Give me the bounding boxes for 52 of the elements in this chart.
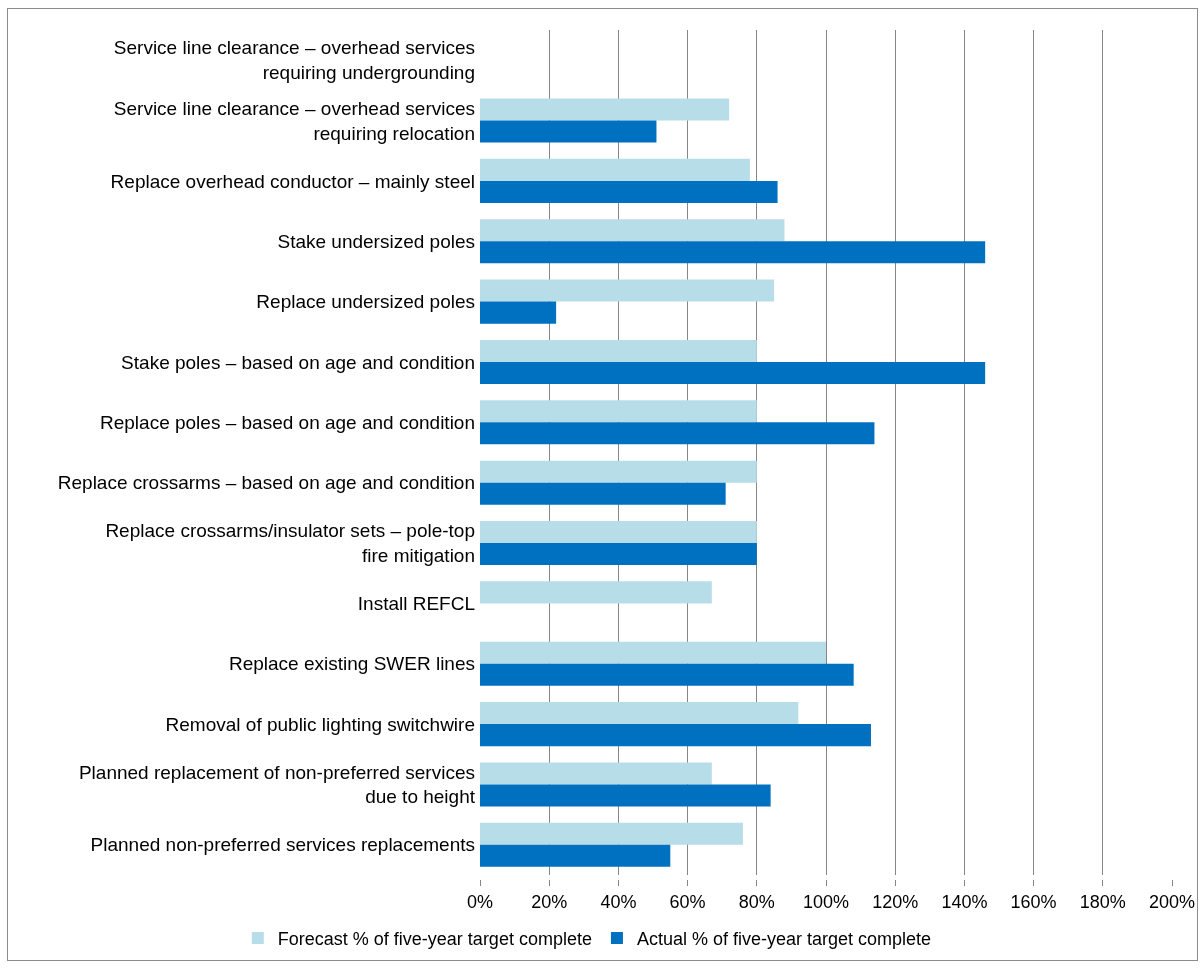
- y-tick-label: Stake poles – based on age and condition: [121, 351, 475, 373]
- y-tick-label: Service line clearance – overhead services requiring relocation: [113, 97, 475, 144]
- legend-label: Actual % of five-year target complete: [636, 929, 932, 950]
- x-tick-label: 100%: [802, 891, 850, 912]
- bar: [480, 120, 657, 143]
- bar: [480, 581, 712, 604]
- x-tick-label: 200%: [1148, 891, 1196, 912]
- bar: [480, 301, 557, 324]
- bar: [480, 702, 799, 725]
- x-tick-label: 180%: [1079, 891, 1126, 912]
- y-tick-label: Replace overhead conductor – mainly steel: [110, 170, 475, 192]
- bar: [480, 361, 986, 384]
- y-tick-label: Stake undersized poles: [277, 230, 475, 252]
- x-tick-label: 40%: [600, 891, 637, 912]
- y-tick-label: Replace poles – based on age and condition: [99, 411, 475, 433]
- y-tick-label: Planned replacement of non-preferred services due to height: [78, 761, 476, 808]
- bar: [480, 219, 785, 242]
- bar: [480, 482, 726, 505]
- x-tick-label: 140%: [941, 891, 988, 912]
- x-tick-label: 60%: [669, 891, 706, 912]
- y-tick-label: Planned non-preferred services replacements: [90, 834, 475, 856]
- x-tick-label: 80%: [738, 891, 775, 912]
- bar: [480, 784, 771, 807]
- y-tick-label: Install REFCL: [357, 593, 475, 615]
- y-tick-label: Removal of public lighting switchwire: [165, 713, 475, 735]
- y-tick-label: Service line clearance – overhead services requiring undergrounding: [113, 37, 475, 84]
- bar: [480, 543, 757, 566]
- bar: [480, 641, 826, 664]
- x-tick-label: 20%: [531, 891, 568, 912]
- bar: [480, 822, 743, 845]
- x-tick-label: 120%: [872, 891, 919, 912]
- y-tick-label: Replace existing SWER lines: [228, 653, 475, 675]
- bar: [480, 844, 671, 867]
- bar: [480, 241, 986, 264]
- bar: [480, 663, 854, 686]
- y-tick-label: Replace crossarms/insulator sets – pole-top fire mitigation: [105, 520, 475, 567]
- bar: [480, 521, 757, 544]
- bar: [480, 158, 750, 181]
- bar: [480, 460, 757, 483]
- y-tick-label: Replace crossarms – based on age and condition: [57, 472, 475, 494]
- bar: [480, 339, 757, 362]
- y-tick-label: Replace undersized poles: [256, 291, 475, 313]
- bar: [480, 724, 871, 747]
- bar: [480, 98, 730, 121]
- legend-label: Forecast % of five-year target complete: [277, 929, 592, 950]
- bar: [480, 762, 712, 785]
- bar: [480, 279, 775, 302]
- bar: [480, 180, 778, 203]
- x-tick-label: 160%: [1010, 891, 1057, 912]
- bar: [480, 400, 757, 423]
- bar: [480, 422, 875, 445]
- x-tick-label: 0%: [466, 891, 494, 912]
